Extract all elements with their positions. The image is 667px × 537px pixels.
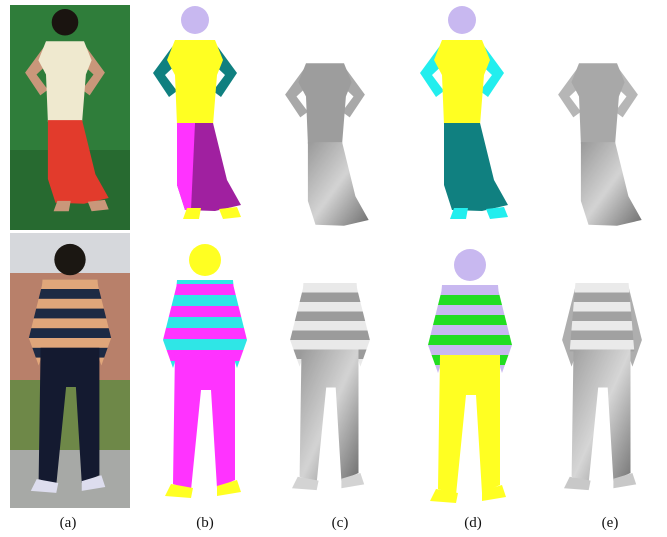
- ground-truth-d2: [428, 249, 512, 503]
- caption: (d): [464, 515, 482, 531]
- texture-e1: [558, 63, 642, 226]
- photo-a2: [10, 233, 130, 508]
- caption: (e): [602, 515, 619, 531]
- texture-e2: [562, 283, 642, 491]
- ground-truth-d1: [420, 6, 508, 219]
- caption: (c): [332, 515, 349, 531]
- segmentation-b1: [153, 6, 241, 219]
- texture-c1: [285, 63, 369, 226]
- photo-a1: [10, 5, 130, 230]
- segmentation-b2: [163, 244, 247, 498]
- texture-c2: [290, 283, 370, 491]
- caption: (a): [60, 515, 77, 531]
- caption: (b): [196, 515, 214, 531]
